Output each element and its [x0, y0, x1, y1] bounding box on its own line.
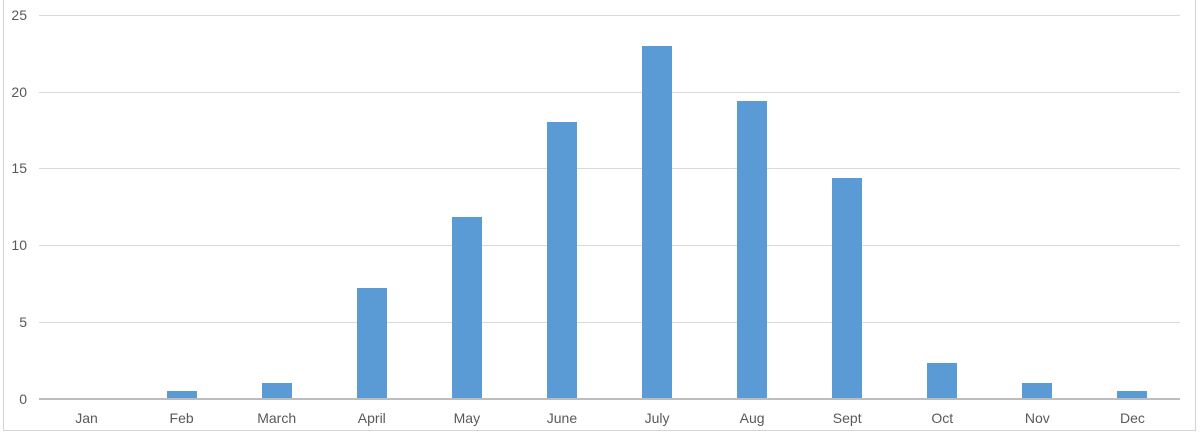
- y-tick-label: 15: [11, 160, 27, 177]
- x-tick-label: June: [546, 410, 578, 426]
- x-tick-label: Nov: [1024, 410, 1050, 426]
- bar: [356, 288, 387, 399]
- x-axis-line: [39, 397, 1180, 400]
- x-tick-label: Sept: [832, 410, 862, 426]
- gridline: [39, 245, 1180, 247]
- bar: [451, 217, 482, 399]
- y-tick-label: 5: [19, 313, 27, 330]
- y-tick-label: 20: [11, 83, 27, 100]
- y-tick-label: 0: [19, 390, 27, 407]
- x-tick-label: July: [644, 410, 670, 426]
- bar: [927, 363, 958, 399]
- gridline: [39, 168, 1180, 170]
- x-tick-label: Dec: [1119, 410, 1145, 426]
- chart-border: [3, 0, 1196, 431]
- x-tick-label: Feb: [169, 410, 194, 426]
- bar: [1022, 383, 1053, 399]
- x-tick-label: Jan: [75, 410, 98, 426]
- x-tick-label: May: [453, 410, 481, 426]
- gridline: [39, 91, 1180, 93]
- y-tick-label: 10: [11, 237, 27, 254]
- bar: [737, 100, 768, 399]
- x-tick-label: March: [257, 410, 297, 426]
- gridline: [39, 15, 1180, 16]
- bar: [1117, 390, 1148, 399]
- bar: [546, 122, 577, 399]
- x-tick-label: April: [357, 410, 386, 426]
- bar: [261, 383, 292, 399]
- x-tick-label: Oct: [931, 410, 954, 426]
- y-tick-label: 25: [11, 7, 27, 23]
- gridline: [39, 321, 1180, 323]
- bar: [642, 45, 673, 399]
- bar: [166, 390, 197, 399]
- x-tick-label: Aug: [739, 410, 765, 426]
- bar: [832, 177, 863, 399]
